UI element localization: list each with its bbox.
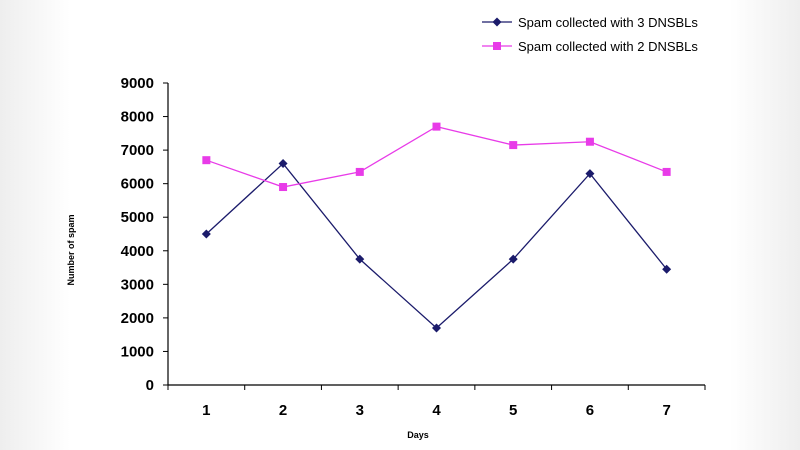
- y-tick-label: 8000: [121, 109, 154, 126]
- y-axis-title: Number of spam: [66, 214, 76, 285]
- data-point: [662, 264, 672, 274]
- y-tick-labels: 0 1000 2000 3000 4000 5000 6000 7000 8000 9000: [121, 75, 154, 394]
- y-tick-label: 0: [146, 377, 154, 394]
- legend-item-1: Spam collected with 3 DNSBLs: [482, 15, 698, 30]
- legend-label: Spam collected with 2 DNSBLs: [518, 39, 698, 54]
- legend: Spam collected with 3 DNSBLs Spam collect…: [482, 15, 698, 54]
- data-point: [585, 169, 595, 179]
- data-point: [662, 167, 671, 176]
- legend-marker: [493, 42, 501, 50]
- axes: [163, 82, 706, 390]
- x-axis-title: Days: [407, 430, 429, 440]
- series-2: [202, 122, 671, 192]
- data-point: [585, 137, 594, 146]
- x-tick-label: 2: [279, 402, 287, 419]
- series-group: [201, 122, 672, 333]
- y-tick-label: 6000: [121, 176, 154, 193]
- y-tick-label: 3000: [121, 276, 154, 293]
- data-point: [278, 159, 288, 169]
- x-tick-label: 6: [586, 402, 594, 419]
- y-tick-label: 1000: [121, 343, 154, 360]
- y-tick-label: 7000: [121, 142, 154, 159]
- x-tick-label: 3: [356, 402, 364, 419]
- legend-marker: [492, 17, 502, 27]
- data-point: [201, 229, 211, 239]
- legend-label: Spam collected with 3 DNSBLs: [518, 15, 698, 30]
- x-tick-labels: 1 2 3 4 5 6 7: [202, 402, 671, 419]
- x-tick-label: 4: [432, 402, 441, 419]
- data-point: [432, 323, 441, 333]
- y-tick-label: 9000: [121, 75, 154, 92]
- x-tick-label: 7: [662, 402, 670, 419]
- data-point: [202, 156, 211, 165]
- series-line: [206, 125, 667, 188]
- data-point: [355, 167, 364, 176]
- series-1: [201, 159, 672, 333]
- data-point: [355, 254, 365, 264]
- data-point: [509, 141, 518, 150]
- y-tick-label: 2000: [121, 310, 154, 327]
- y-tick-label: 4000: [121, 243, 154, 260]
- legend-item-2: Spam collected with 2 DNSBLs: [482, 39, 698, 54]
- y-tick-label: 5000: [121, 209, 154, 226]
- data-point: [432, 122, 441, 131]
- x-tick-label: 1: [202, 402, 210, 419]
- x-tick-label: 5: [509, 402, 517, 419]
- series-line: [205, 162, 668, 329]
- data-point: [508, 254, 518, 264]
- data-point: [279, 183, 288, 192]
